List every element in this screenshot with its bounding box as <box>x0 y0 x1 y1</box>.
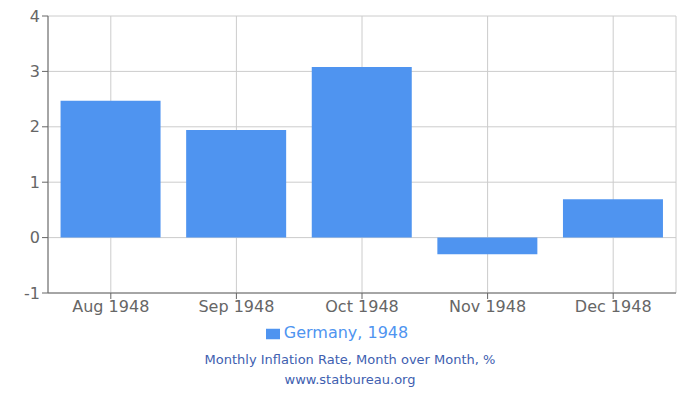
html-text:www.statbureau.org: www.statbureau.org <box>284 372 416 387</box>
svg-text:Dec 1948: Dec 1948 <box>575 297 652 316</box>
html-text:Germany, 1948: Germany, 1948 <box>283 323 409 342</box>
html-text:Monthly Inflation Rate, Month: Monthly Inflation Rate, Month over Month… <box>204 352 496 367</box>
svg-text:3: 3 <box>30 62 40 81</box>
svg-text:Aug 1948: Aug 1948 <box>72 297 149 316</box>
svg-text:Nov 1948: Nov 1948 <box>449 297 526 316</box>
svg-text:4: 4 <box>30 7 40 26</box>
svg-text:1: 1 <box>30 173 40 192</box>
svg-text:Sep 1948: Sep 1948 <box>198 297 274 316</box>
svg-text:0: 0 <box>30 228 40 247</box>
svg-text:Oct 1948: Oct 1948 <box>325 297 398 316</box>
svg-text:-1: -1 <box>24 284 40 303</box>
svg-text:2: 2 <box>30 117 40 136</box>
